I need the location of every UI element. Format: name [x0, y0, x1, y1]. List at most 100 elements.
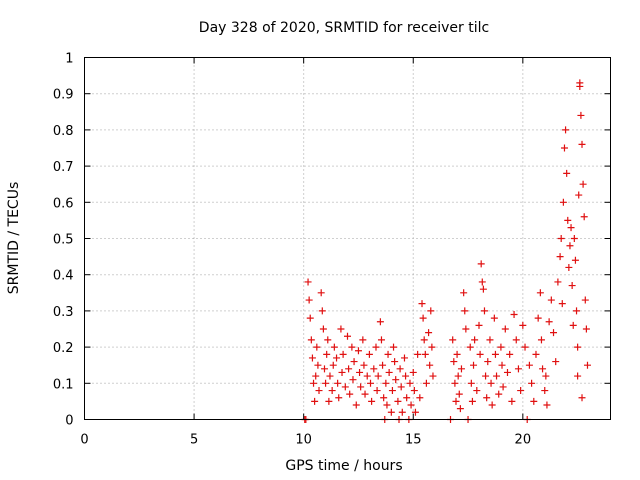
data-point [569, 321, 577, 329]
data-point [510, 311, 518, 319]
data-point [530, 397, 538, 405]
data-point [499, 383, 507, 391]
chart-title: Day 328 of 2020, SRMTID for receiver til… [199, 20, 489, 36]
data-point [453, 350, 461, 358]
data-point [391, 358, 399, 366]
data-point [324, 336, 332, 344]
data-point [558, 300, 566, 308]
data-point [374, 372, 382, 380]
x-tick-label: 5 [190, 433, 198, 448]
data-point [582, 325, 590, 333]
data-point [307, 336, 315, 344]
data-point [335, 394, 343, 402]
data-point [559, 198, 567, 206]
data-point [387, 408, 395, 416]
data-point [583, 361, 591, 369]
data-points [301, 79, 591, 423]
data-point [372, 343, 380, 351]
data-point [320, 365, 328, 373]
y-tick-label: 1 [65, 52, 73, 67]
data-point [501, 325, 509, 333]
x-tick-label: 20 [515, 433, 532, 448]
data-point [573, 307, 581, 315]
data-point [579, 180, 587, 188]
data-point [560, 144, 568, 152]
data-point [341, 383, 349, 391]
data-point [506, 350, 514, 358]
data-point [571, 256, 579, 264]
data-point [322, 379, 330, 387]
data-point [452, 397, 460, 405]
data-point [352, 401, 360, 409]
data-point [462, 325, 470, 333]
data-point [426, 361, 434, 369]
data-point [534, 314, 542, 322]
data-point [542, 372, 550, 380]
data-point [305, 296, 313, 304]
data-point [310, 379, 318, 387]
data-point [566, 242, 574, 250]
data-point [385, 368, 393, 376]
data-point [314, 361, 322, 369]
data-point [577, 111, 585, 119]
data-point [338, 368, 346, 376]
data-point [384, 350, 392, 358]
data-point [514, 365, 522, 373]
data-point [567, 224, 575, 232]
axis-ticks [84, 57, 611, 420]
data-point [562, 126, 570, 134]
data-point [457, 365, 465, 373]
gridlines [84, 57, 611, 420]
data-point [576, 79, 584, 87]
data-point [451, 379, 459, 387]
data-point [547, 296, 555, 304]
data-point [428, 343, 436, 351]
data-point [454, 372, 462, 380]
data-point [330, 343, 338, 351]
data-point [539, 365, 547, 373]
data-point [422, 379, 430, 387]
y-tick-label: 0.1 [53, 377, 74, 392]
data-point [418, 300, 426, 308]
data-point [565, 263, 573, 271]
data-point [517, 387, 525, 395]
data-point [361, 390, 369, 398]
data-point [308, 354, 316, 362]
data-point [348, 343, 356, 351]
data-point [575, 191, 583, 199]
data-point [503, 368, 511, 376]
data-point [477, 260, 485, 268]
data-point [473, 387, 481, 395]
data-point [337, 325, 345, 333]
data-point [557, 235, 565, 242]
data-point [329, 361, 337, 369]
data-point [580, 213, 588, 221]
data-point [563, 169, 571, 177]
data-point [545, 318, 553, 326]
data-point [367, 379, 375, 387]
data-point [376, 318, 384, 326]
data-point [416, 394, 424, 402]
data-point [493, 372, 501, 380]
data-point [360, 361, 368, 369]
data-point [403, 394, 411, 402]
y-axis-label: SRMTID / TECUs [6, 182, 22, 295]
data-point [345, 365, 353, 373]
data-point [455, 390, 463, 398]
data-point [467, 379, 475, 387]
data-point [475, 321, 483, 329]
data-point [382, 379, 390, 387]
data-point [495, 390, 503, 398]
data-point [532, 350, 540, 358]
data-point [483, 394, 491, 402]
data-point [552, 358, 560, 366]
data-point [328, 387, 336, 395]
y-tick-label: 0.9 [53, 88, 74, 103]
data-point [394, 397, 402, 405]
data-point [334, 379, 342, 387]
data-point [373, 387, 381, 395]
data-point [564, 216, 572, 224]
data-point [419, 314, 427, 322]
data-point [313, 343, 321, 351]
data-point [470, 361, 478, 369]
